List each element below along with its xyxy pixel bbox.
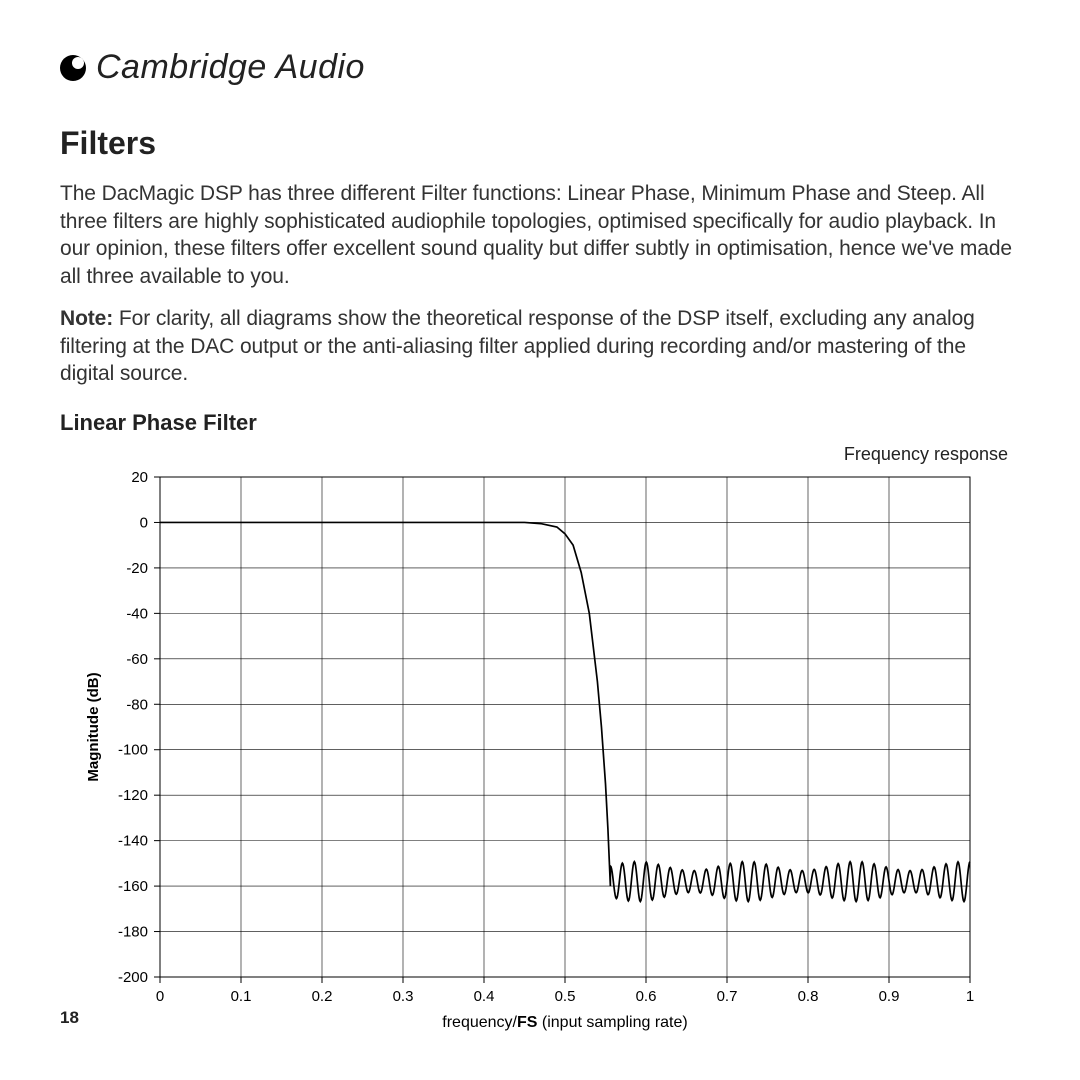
svg-text:-40: -40 (126, 605, 148, 622)
svg-text:1: 1 (966, 988, 974, 1005)
svg-text:frequency/FS (input sampling r: frequency/FS (input sampling rate) (442, 1014, 687, 1031)
svg-text:20: 20 (131, 469, 148, 486)
chart-title: Frequency response (60, 444, 1008, 465)
chart-container: Frequency response 0 0.1 0.2 0.3 0.4 0.5 0.6 0.… (60, 444, 1020, 1047)
svg-text:-180: -180 (118, 924, 148, 941)
brand-logo: Cambridge Audio (60, 48, 1020, 87)
frequency-response-chart: 0 0.1 0.2 0.3 0.4 0.5 0.6 0.7 0.8 0.9 1 20 0 -20 -40 -6… (60, 467, 1020, 1047)
note-label: Note: (60, 307, 113, 330)
svg-text:0.5: 0.5 (555, 988, 576, 1005)
svg-text:-200: -200 (118, 969, 148, 986)
svg-text:0.3: 0.3 (393, 988, 414, 1005)
svg-text:-80: -80 (126, 696, 148, 713)
svg-text:-100: -100 (118, 742, 148, 759)
svg-text:0.7: 0.7 (717, 988, 738, 1005)
svg-text:0.6: 0.6 (636, 988, 657, 1005)
svg-text:-160: -160 (118, 878, 148, 895)
svg-text:Magnitude (dB): Magnitude (dB) (85, 672, 102, 781)
subsection-title: Linear Phase Filter (60, 410, 1020, 436)
svg-text:0.8: 0.8 (798, 988, 819, 1005)
svg-text:0.9: 0.9 (879, 988, 900, 1005)
brand-icon (60, 55, 86, 81)
svg-text:0.2: 0.2 (312, 988, 333, 1005)
intro-paragraph: The DacMagic DSP has three different Fil… (60, 180, 1020, 291)
brand-name: Cambridge Audio (96, 48, 365, 87)
svg-text:-120: -120 (118, 787, 148, 804)
svg-text:0: 0 (156, 988, 164, 1005)
svg-text:0: 0 (140, 514, 148, 531)
page-number: 18 (60, 1008, 79, 1028)
svg-text:-140: -140 (118, 833, 148, 850)
svg-text:0.1: 0.1 (231, 988, 252, 1005)
svg-text:-20: -20 (126, 560, 148, 577)
section-title: Filters (60, 125, 1020, 162)
svg-text:0.4: 0.4 (474, 988, 495, 1005)
svg-text:-60: -60 (126, 651, 148, 668)
note-paragraph: Note: For clarity, all diagrams show the… (60, 305, 1020, 388)
page: Cambridge Audio Filters The DacMagic DSP… (0, 0, 1080, 1080)
note-body: For clarity, all diagrams show the theor… (60, 307, 975, 385)
